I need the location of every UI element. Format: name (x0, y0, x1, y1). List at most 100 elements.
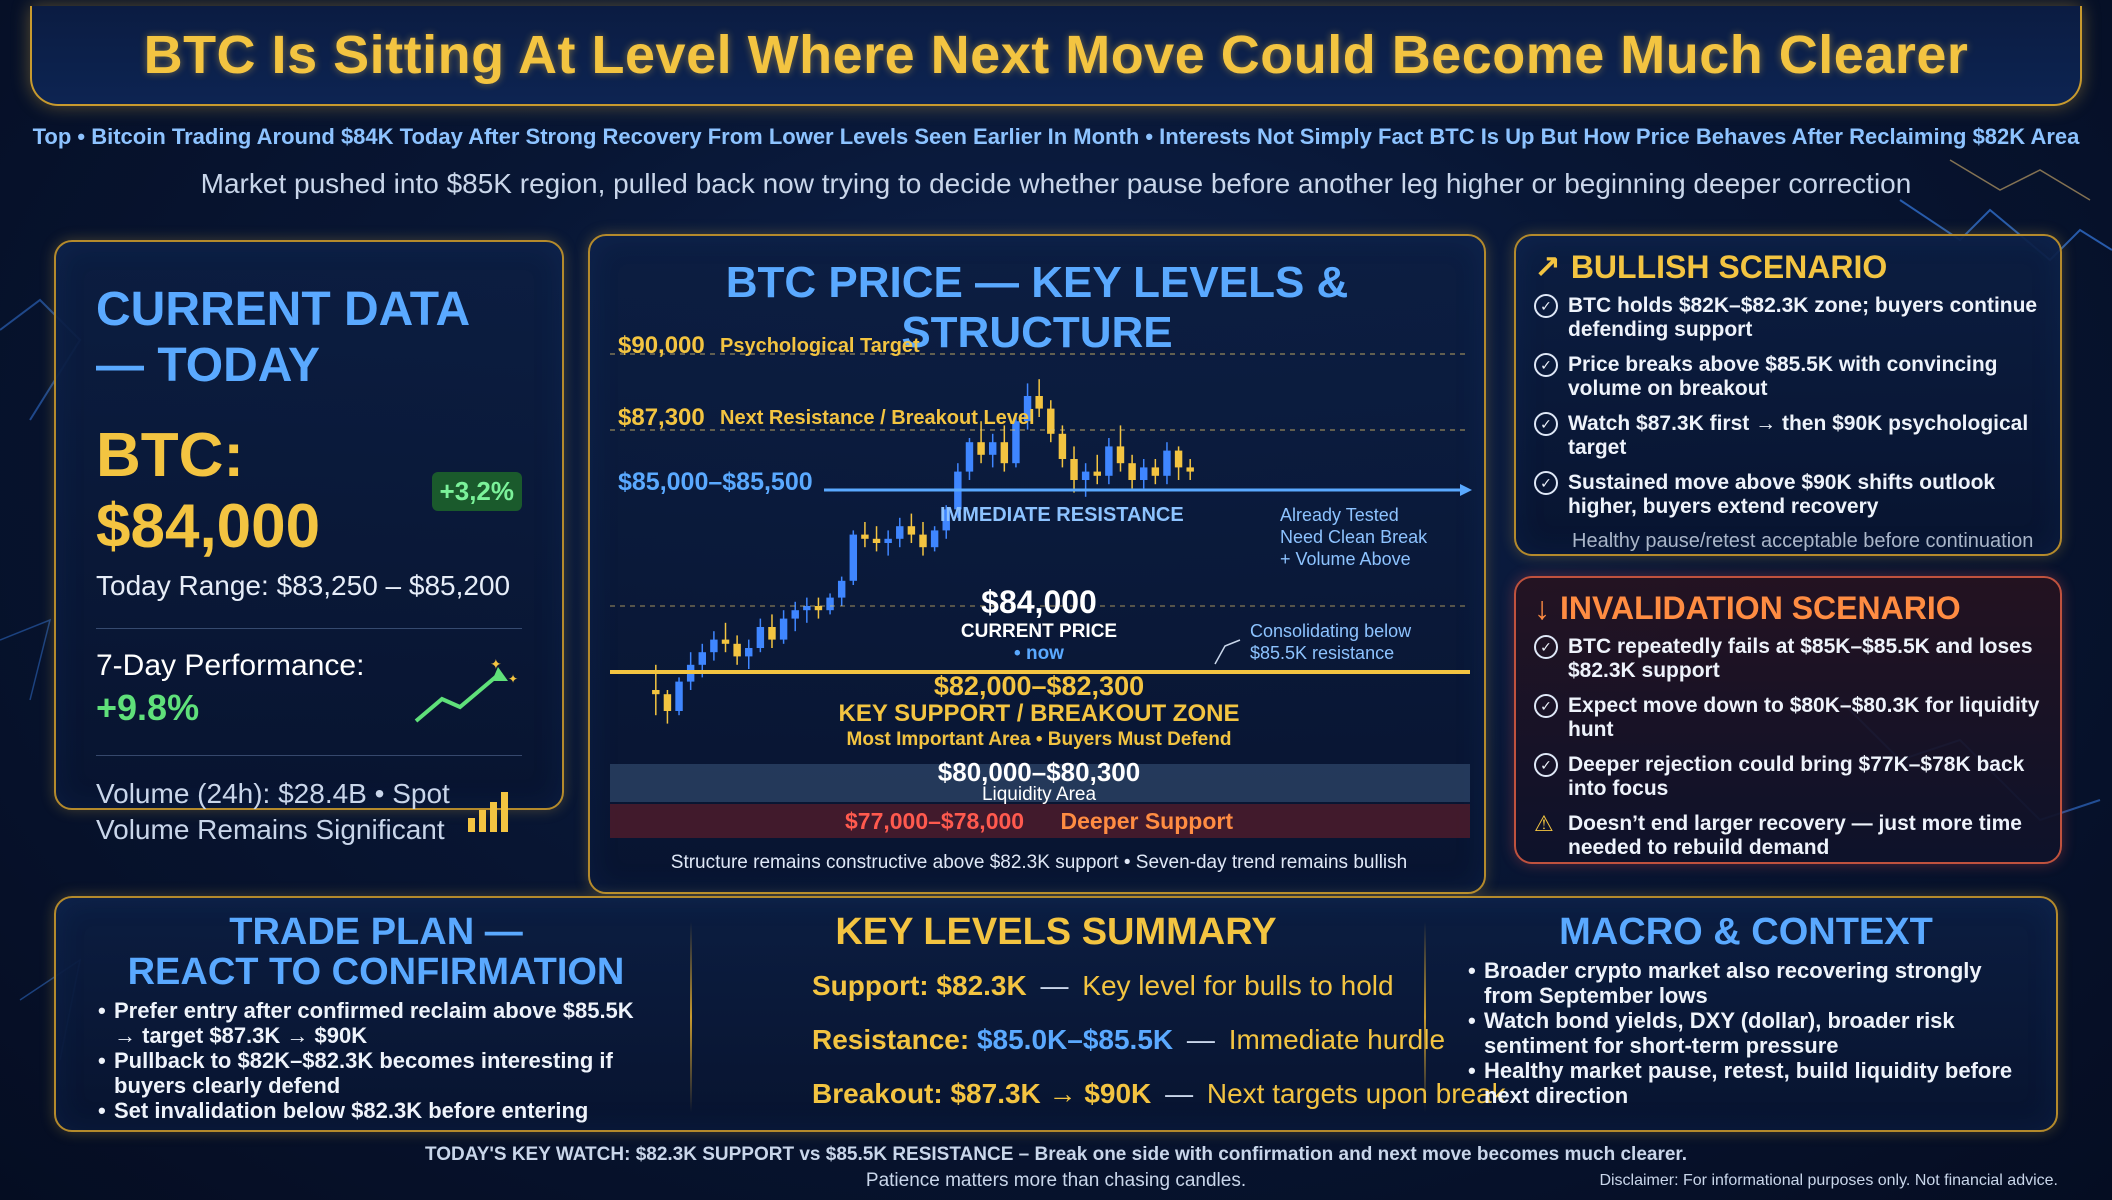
key-level-row: Breakout: $87.3K → $90K — Next targets u… (812, 1078, 1506, 1109)
divider (96, 755, 522, 756)
candle-body (1140, 467, 1148, 480)
level-resistance-name: IMMEDIATE RESISTANCE (940, 504, 1184, 526)
candle-body (896, 526, 904, 539)
today-range: Today Range: $83,250 – $85,200 (96, 570, 511, 601)
candle-body (1186, 467, 1194, 472)
btc-chart (610, 353, 1472, 838)
candle-body (1128, 463, 1136, 480)
deeper-support-label: $77,000–$78,000 Deeper Support (845, 808, 1233, 834)
key-support-label: $82,000–$82,300 KEY SUPPORT / BREAKOUT Z… (838, 671, 1240, 750)
candle-body (698, 652, 706, 665)
svg-text:✦: ✦ (490, 659, 502, 672)
key-levels-title: KEY LEVELS SUMMARY (835, 911, 1277, 953)
level-87k-price: $87,300 (618, 404, 705, 431)
page-title: BTC Is Sitting At Level Where Next Move … (143, 25, 1969, 85)
invalidation-list: ✓ BTC repeatedly fails at $85K–$85.5K and… (1534, 635, 2042, 860)
candle-body (942, 509, 950, 531)
candle-body (756, 627, 765, 648)
btc-price: BTC: $84,000 (96, 421, 321, 561)
list-item: ✓ Deeper rejection could bring $77K–$78K … (1534, 753, 2042, 801)
candle-body (803, 606, 811, 611)
candle-body (988, 442, 997, 455)
candle-body (1012, 421, 1020, 464)
chart-footer: Structure remains constructive above $82… (670, 852, 1408, 873)
check-icon: ✓ (1534, 353, 1558, 377)
consolidating-annotation: Consolidating below $85.5K resistance (1250, 621, 1412, 663)
macro-section: MACRO & CONTEXT Broader crypto market al… (1466, 912, 2026, 1108)
candle-body (1174, 450, 1183, 468)
bullish-note: Healthy pause/retest acceptable before c… (1572, 530, 2034, 552)
current-data-panel: CURRENT DATA — TODAY BTC: $84,000 +3,2% … (54, 240, 564, 845)
list-item: Broader crypto market also recovering st… (1466, 958, 2026, 1008)
bullish-panel: ↗ BULLISH SCENARIO ✓ BTC holds $82K–$82.3… (1514, 234, 2062, 556)
check-icon: ✓ (1534, 471, 1558, 495)
list-item: ✓ Sustained move above $90K shifts outloo… (1534, 471, 2042, 519)
disclaimer: Disclaimer: For informational purposes o… (1599, 1172, 2058, 1189)
chart-title: BTC PRICE — KEY LEVELS & STRUCTURE (725, 258, 1349, 357)
candle-body (1058, 433, 1067, 459)
list-item: Set invalidation below $82.3K before ent… (96, 1098, 656, 1123)
candle-body (1047, 408, 1055, 434)
candle-body (791, 610, 799, 619)
macro-title: MACRO & CONTEXT (1559, 911, 1933, 953)
list-item: ✓ BTC repeatedly fails at $85K–$85.5K and… (1534, 635, 2042, 683)
candle-body (826, 597, 834, 611)
trade-plan-list: Prefer entry after confirmed reclaim abo… (96, 998, 656, 1123)
perf-label: 7-Day Performance: (96, 649, 365, 682)
check-icon: ✓ (1534, 694, 1558, 718)
list-item: ✓ Watch $87.3K first → then $90K psycholo… (1534, 412, 2042, 460)
annotation-arrow (1214, 639, 1241, 665)
candle-body (1163, 450, 1171, 476)
macro-list: Broader crypto market also recovering st… (1466, 958, 2026, 1108)
list-item: ⚠ Doesn’t end larger recovery — just more… (1534, 811, 2022, 860)
candle-body (1070, 459, 1078, 480)
key-levels-section: KEY LEVELS SUMMARY Support: $82.3K — Key… (736, 911, 1506, 1132)
list-item: Healthy market pause, retest, build liqu… (1466, 1058, 2026, 1108)
candle-body (652, 690, 660, 695)
candle-body (1151, 467, 1160, 476)
key-level-row: Support: $82.3K — Key level for bulls to… (812, 970, 1394, 1001)
candle-body (861, 534, 869, 539)
candle-body (814, 606, 823, 611)
volume-text: Volume (24h): $28.4B • Spot Volume Remai… (96, 778, 450, 845)
candle-body (768, 627, 776, 640)
check-icon: ✓ (1534, 635, 1558, 659)
svg-text:✦: ✦ (508, 672, 518, 686)
candle-body (663, 694, 672, 711)
list-item: ✓ BTC holds $82K–$82.3K zone; buyers cont… (1534, 294, 2042, 342)
candle-body (1093, 471, 1101, 476)
divider (96, 628, 522, 629)
trend-up-arrow-icon: ↗ (1534, 249, 1561, 285)
footer-key-watch: TODAY'S KEY WATCH: $82.3K SUPPORT vs $85… (424, 1144, 1688, 1165)
candle-body (849, 534, 858, 581)
trend-up-icon: ✦ ✦ (414, 659, 518, 723)
resistance-annotation: Already Tested Need Clean Break + Volume… (1280, 505, 1428, 569)
bottom-panel: TRADE PLAN — REACT TO CONFIRMATION Prefe… (54, 896, 2058, 1132)
btc-change-badge: +3,2% (431, 471, 522, 511)
arrow-right-icon (1460, 484, 1472, 496)
check-icon: ✓ (1534, 412, 1558, 436)
candle-body (884, 538, 892, 543)
title-banner: BTC Is Sitting At Level Where Next Move … (30, 6, 2082, 106)
candle-body (977, 442, 985, 455)
list-item: ✓ Expect move down to $80K–$80.3K for liq… (1534, 694, 2042, 742)
subtitle-top: Top • Bitcoin Trading Around $84K Today … (32, 124, 2080, 149)
bullish-title: ↗ BULLISH SCENARIO (1534, 248, 1888, 286)
candle-body (1105, 446, 1113, 476)
check-icon: ✓ (1534, 294, 1558, 318)
chart-panel: BTC PRICE — KEY LEVELS & STRUCTURE $90,0… (588, 234, 1486, 894)
level-90k-price: $90,000 (618, 332, 705, 359)
warning-icon: ⚠ (1534, 811, 1554, 836)
subtitle-main: Market pushed into $85K region, pulled b… (200, 168, 1912, 199)
arrow-down-icon: ↓ (1534, 590, 1550, 626)
footer-patience: Patience matters more than chasing candl… (865, 1170, 1247, 1191)
perf-value: +9.8% (96, 687, 200, 728)
liquidity-zone (610, 764, 1470, 802)
candle-body (675, 681, 683, 711)
bar-chart-icon (468, 792, 508, 832)
candle-body (1035, 396, 1043, 409)
candle-body (1023, 396, 1032, 422)
bullish-list: ✓ BTC holds $82K–$82.3K zone; buyers cont… (1534, 294, 2042, 519)
candle-body (721, 639, 730, 644)
current-data-heading: CURRENT DATA — TODAY (96, 283, 469, 392)
